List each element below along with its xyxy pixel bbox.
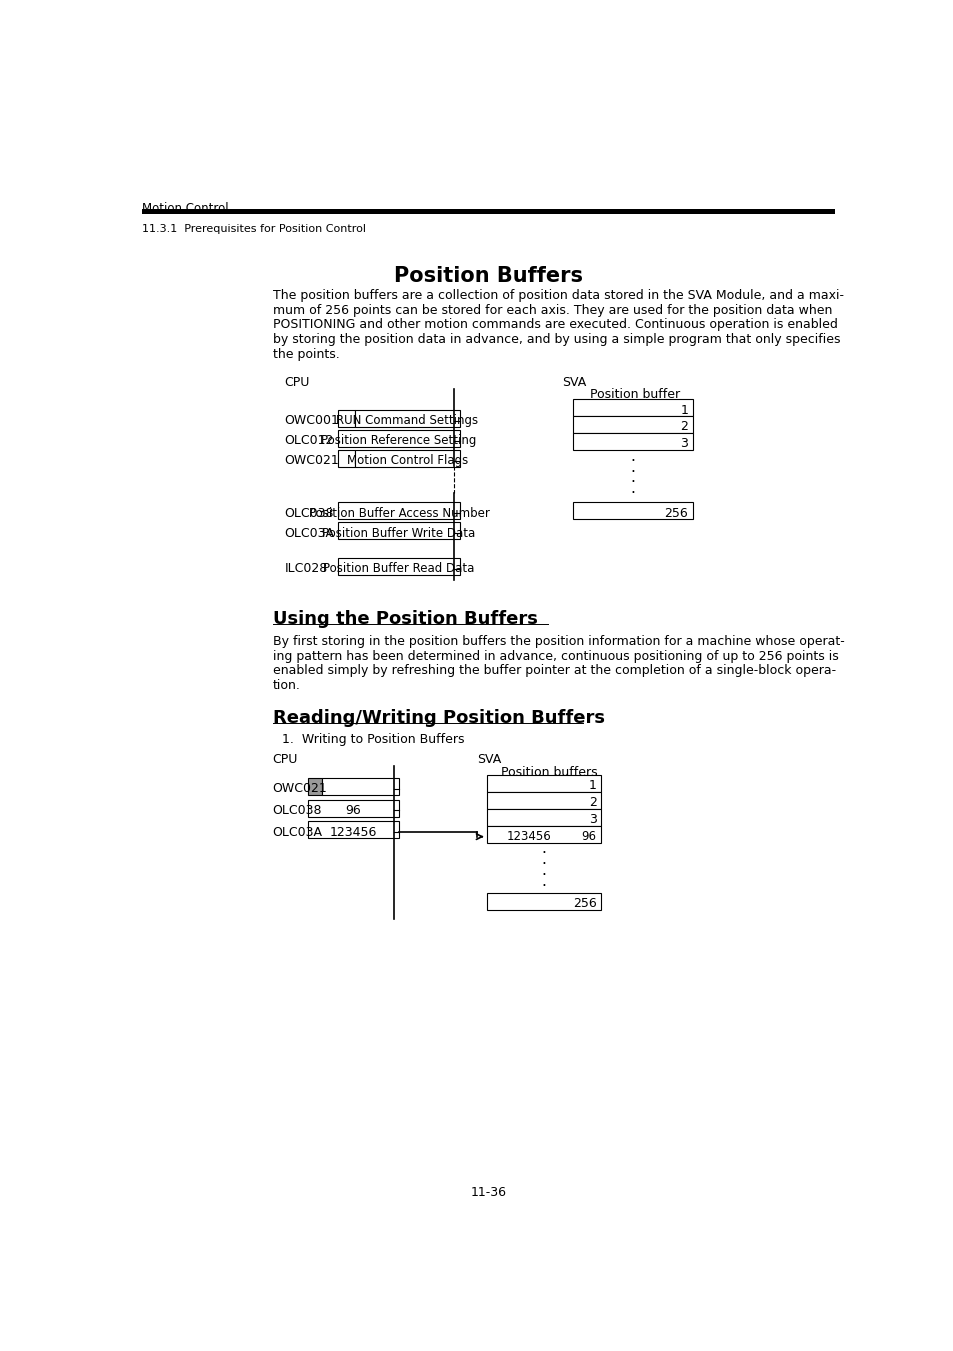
Bar <box>307 778 321 794</box>
Text: POSITIONING and other motion commands are executed. Continuous operation is enab: POSITIONING and other motion commands ar… <box>273 319 837 331</box>
Bar <box>486 775 600 792</box>
Text: The position buffers are a collection of position data stored in the SVA Module,: The position buffers are a collection of… <box>273 289 842 303</box>
Text: 256: 256 <box>573 897 596 911</box>
Text: .: . <box>630 481 635 496</box>
Text: 1: 1 <box>679 404 687 416</box>
Bar <box>337 411 355 427</box>
Bar <box>486 809 600 825</box>
Text: .: . <box>541 874 546 889</box>
Text: CPU: CPU <box>273 754 297 766</box>
Bar <box>337 558 459 574</box>
Text: 123456: 123456 <box>330 825 376 839</box>
Bar <box>307 800 398 816</box>
Bar <box>355 411 459 427</box>
Text: the points.: the points. <box>273 347 339 361</box>
Text: OWC021: OWC021 <box>273 782 327 796</box>
Text: OLC03A: OLC03A <box>284 527 334 540</box>
Text: Motion Control: Motion Control <box>142 203 229 215</box>
Text: Position Buffer Access Number: Position Buffer Access Number <box>308 507 489 520</box>
Bar <box>486 825 600 843</box>
Bar <box>321 778 398 794</box>
Text: .: . <box>630 449 635 463</box>
Text: 2: 2 <box>588 796 596 809</box>
Text: 1.  Writing to Position Buffers: 1. Writing to Position Buffers <box>282 734 464 747</box>
Text: 11.3.1  Prerequisites for Position Control: 11.3.1 Prerequisites for Position Contro… <box>142 224 366 234</box>
Text: Reading/Writing Position Buffers: Reading/Writing Position Buffers <box>273 709 604 727</box>
Text: Position Buffers: Position Buffers <box>394 266 583 286</box>
Text: OWC001: OWC001 <box>284 415 339 427</box>
Text: 2: 2 <box>679 420 687 434</box>
Text: .: . <box>630 470 635 485</box>
Text: .: . <box>541 842 546 857</box>
Bar <box>572 416 692 434</box>
Text: Motion Control Flags: Motion Control Flags <box>347 454 468 467</box>
Text: 96: 96 <box>581 830 596 843</box>
Bar <box>572 400 692 416</box>
Bar <box>142 209 834 215</box>
Bar <box>572 503 692 519</box>
Bar <box>355 450 459 467</box>
Text: 3: 3 <box>679 438 687 450</box>
Text: OLC038: OLC038 <box>273 804 322 817</box>
Bar <box>337 450 355 467</box>
Text: .: . <box>541 863 546 878</box>
Text: Position buffers: Position buffers <box>500 766 597 778</box>
Text: Position Buffer Read Data: Position Buffer Read Data <box>323 562 475 576</box>
Text: 3: 3 <box>588 813 596 827</box>
Text: .: . <box>541 852 546 867</box>
Bar <box>572 434 692 450</box>
Text: 96: 96 <box>345 804 361 817</box>
Text: 256: 256 <box>663 507 687 520</box>
Text: OWC021: OWC021 <box>284 454 338 467</box>
Text: Position buffer: Position buffer <box>589 389 679 401</box>
Text: RUN Command Settings: RUN Command Settings <box>336 415 478 427</box>
Text: 11-36: 11-36 <box>471 1186 506 1200</box>
Bar <box>307 821 398 838</box>
Bar <box>486 792 600 809</box>
Bar <box>486 893 600 909</box>
Text: 1: 1 <box>588 780 596 792</box>
Text: by storing the position data in advance, and by using a simple program that only: by storing the position data in advance,… <box>273 334 840 346</box>
Text: 123456: 123456 <box>506 830 551 843</box>
Text: .: . <box>630 459 635 474</box>
Text: Position Buffer Write Data: Position Buffer Write Data <box>322 527 476 540</box>
Text: OLC038: OLC038 <box>284 507 334 520</box>
Text: By first storing in the position buffers the position information for a machine : By first storing in the position buffers… <box>273 635 843 648</box>
Bar <box>337 503 459 519</box>
Text: enabled simply by refreshing the buffer pointer at the completion of a single-bl: enabled simply by refreshing the buffer … <box>273 665 835 677</box>
Text: tion.: tion. <box>273 678 300 692</box>
Text: OLC03A: OLC03A <box>273 825 322 839</box>
Text: Using the Position Buffers: Using the Position Buffers <box>273 611 537 628</box>
Text: SVA: SVA <box>476 754 501 766</box>
Text: CPU: CPU <box>284 376 310 389</box>
Text: OLC012: OLC012 <box>284 435 334 447</box>
Text: mum of 256 points can be stored for each axis. They are used for the position da: mum of 256 points can be stored for each… <box>273 304 831 316</box>
Text: SVA: SVA <box>562 376 586 389</box>
Text: ILC028: ILC028 <box>284 562 327 576</box>
Bar <box>337 523 459 539</box>
Bar <box>337 430 459 447</box>
Text: Position Reference Setting: Position Reference Setting <box>321 435 476 447</box>
Text: ing pattern has been determined in advance, continuous positioning of up to 256 : ing pattern has been determined in advan… <box>273 650 838 662</box>
